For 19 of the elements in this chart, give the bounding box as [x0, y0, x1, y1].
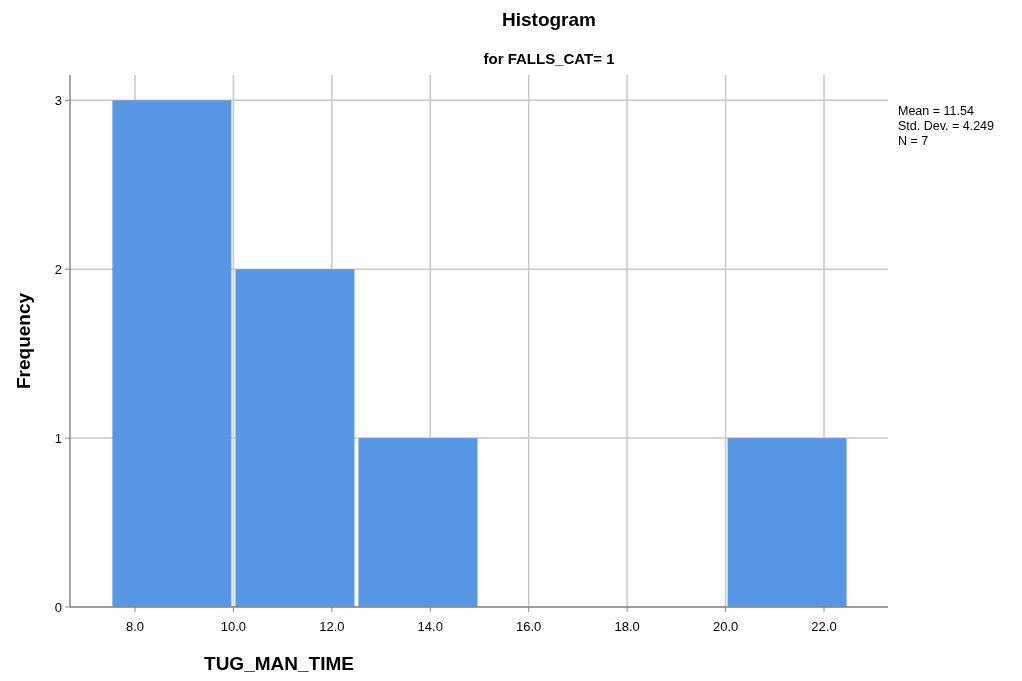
x-tick-label: 16.0: [516, 619, 542, 634]
chart-title: Histogram: [502, 9, 596, 30]
x-tick-label: 14.0: [417, 619, 443, 634]
y-tick-label: 2: [54, 261, 62, 277]
x-tick-label: 8.0: [125, 619, 145, 634]
text: N = 7: [898, 134, 929, 148]
y-axis-title: Frequency: [13, 292, 34, 390]
y-tick-label: 3: [54, 92, 62, 108]
x-tick-label: 10.0: [220, 619, 247, 634]
y-tick-label: 1: [54, 430, 62, 446]
x-tick-label: 22.0: [811, 619, 837, 634]
x-axis-title: TUG_MAN_TIME: [204, 653, 354, 674]
x-tick-label: 20.0: [712, 619, 739, 634]
chart-subtitle: for FALLS_CAT= 1: [483, 50, 615, 67]
y-tick-label: 0: [54, 599, 62, 615]
x-tick-label: 12.0: [319, 619, 345, 634]
text: Mean = 11.54: [898, 104, 974, 118]
x-tick-label: 18.0: [614, 619, 640, 634]
text: Std. Dev. = 4.249: [898, 119, 995, 133]
